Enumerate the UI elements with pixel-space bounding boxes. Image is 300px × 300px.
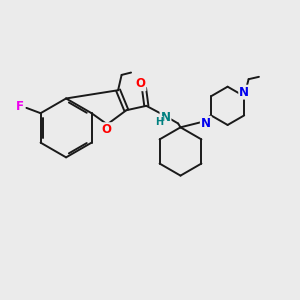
Text: N: N [239,85,249,99]
Text: F: F [16,100,24,113]
Text: N: N [160,110,170,124]
Text: H: H [155,117,163,127]
Text: O: O [136,77,146,90]
Text: O: O [102,123,112,136]
Text: N: N [201,117,211,130]
